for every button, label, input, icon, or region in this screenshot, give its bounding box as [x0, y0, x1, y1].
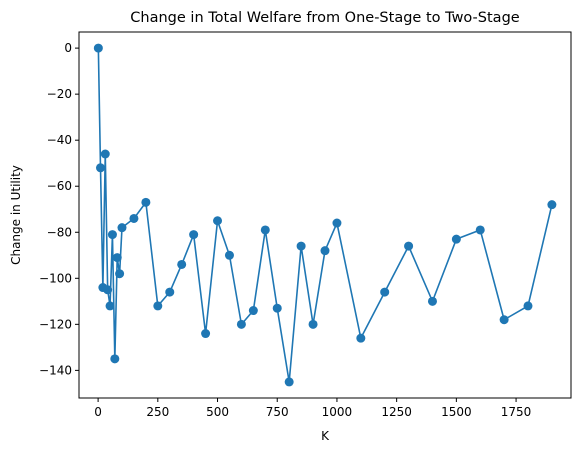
x-tick-label: 1750 [501, 405, 532, 419]
y-tick-label: −60 [47, 179, 72, 193]
plot-frame [78, 31, 572, 399]
data-point [451, 234, 461, 244]
data-points [93, 43, 557, 387]
data-point [427, 296, 437, 306]
y-tick-label: −40 [47, 133, 72, 147]
data-point [201, 329, 211, 339]
data-point [236, 319, 246, 329]
y-tick-label: −120 [39, 317, 72, 331]
y-tick-label: −100 [39, 271, 72, 285]
data-point [380, 287, 390, 297]
data-point [308, 319, 318, 329]
data-point [475, 225, 485, 235]
x-tick-label: 1500 [441, 405, 472, 419]
chart-title: Change in Total Welfare from One-Stage t… [130, 10, 519, 26]
data-point [523, 301, 533, 311]
data-point [189, 230, 199, 240]
y-tick-label: −20 [47, 87, 72, 101]
data-point [100, 149, 110, 159]
data-point [356, 333, 366, 343]
y-tick-label: −140 [39, 363, 72, 377]
data-point [117, 223, 127, 233]
data-point [110, 354, 120, 364]
data-point [296, 241, 306, 251]
x-axis: 0 250 500 750 1000 1250 1500 1750 [94, 398, 531, 419]
data-point [115, 269, 125, 279]
x-axis-label: K [321, 429, 330, 443]
y-tick-label: 0 [64, 41, 72, 55]
data-point [404, 241, 414, 251]
data-point [129, 213, 139, 223]
data-point [165, 287, 175, 297]
x-tick-label: 1250 [381, 405, 412, 419]
data-point [93, 43, 103, 53]
data-point [224, 250, 234, 260]
data-point [547, 200, 557, 210]
data-point [103, 285, 113, 295]
y-axis-label: Change in Utility [9, 165, 23, 265]
data-point [177, 259, 187, 269]
data-point [107, 230, 117, 240]
x-tick-label: 500 [206, 405, 229, 419]
data-point [105, 301, 115, 311]
data-point [248, 306, 258, 316]
data-point [499, 315, 509, 325]
data-point [141, 197, 151, 207]
data-point [320, 246, 330, 256]
y-axis: 0 −20 −40 −60 −80 −100 −120 −140 [39, 41, 79, 377]
data-point [260, 225, 270, 235]
data-point [272, 303, 282, 313]
data-point [332, 218, 342, 228]
data-point [153, 301, 163, 311]
x-tick-label: 0 [94, 405, 102, 419]
data-point [95, 163, 105, 173]
data-point [112, 253, 122, 263]
x-tick-label: 250 [146, 405, 169, 419]
data-point [213, 216, 223, 226]
y-tick-label: −80 [47, 225, 72, 239]
x-tick-label: 1000 [322, 405, 353, 419]
data-point [284, 377, 294, 387]
x-tick-label: 750 [266, 405, 289, 419]
series-line [97, 48, 553, 383]
